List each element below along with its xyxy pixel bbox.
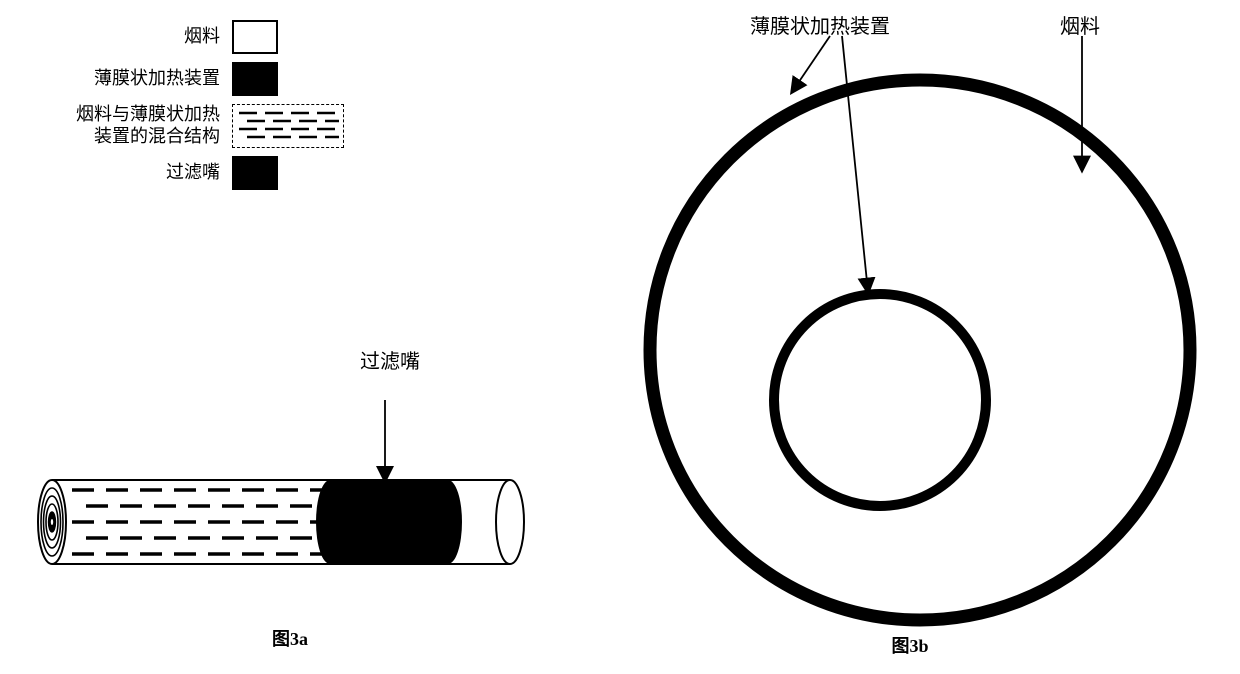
legend-row: 过滤嘴: [40, 156, 344, 190]
filter-annotation: 过滤嘴: [360, 345, 420, 374]
smoke-label: 烟料: [1060, 10, 1100, 39]
legend-row: 烟料: [40, 20, 344, 54]
cylinder-svg: [30, 400, 550, 600]
figure-3b: 薄膜状加热装置 烟料 图3b: [620, 30, 1200, 650]
legend-row: 薄膜状加热装置: [40, 62, 344, 96]
legend-label: 薄膜状加热装置: [40, 68, 232, 90]
circle-svg: [620, 30, 1220, 650]
figure-3b-caption: 图3b: [620, 632, 1200, 658]
legend-label: 过滤嘴: [40, 162, 232, 184]
heater-label: 薄膜状加热装置: [750, 10, 890, 39]
legend: 烟料 薄膜状加热装置 烟料与薄膜状加热 装置的混合结构 过滤嘴: [40, 20, 344, 198]
swatch-mixed-svg: [233, 105, 343, 147]
swatch-black: [232, 62, 278, 96]
figure-3a: 过滤嘴: [30, 400, 550, 650]
figure-3a-caption: 图3a: [30, 625, 550, 651]
legend-label: 烟料与薄膜状加热 装置的混合结构: [40, 104, 232, 147]
legend-row: 烟料与薄膜状加热 装置的混合结构: [40, 104, 344, 148]
swatch-mixed: [232, 104, 344, 148]
legend-label: 烟料: [40, 26, 232, 48]
swatch-empty: [232, 20, 278, 54]
swatch-filter: [232, 156, 278, 190]
